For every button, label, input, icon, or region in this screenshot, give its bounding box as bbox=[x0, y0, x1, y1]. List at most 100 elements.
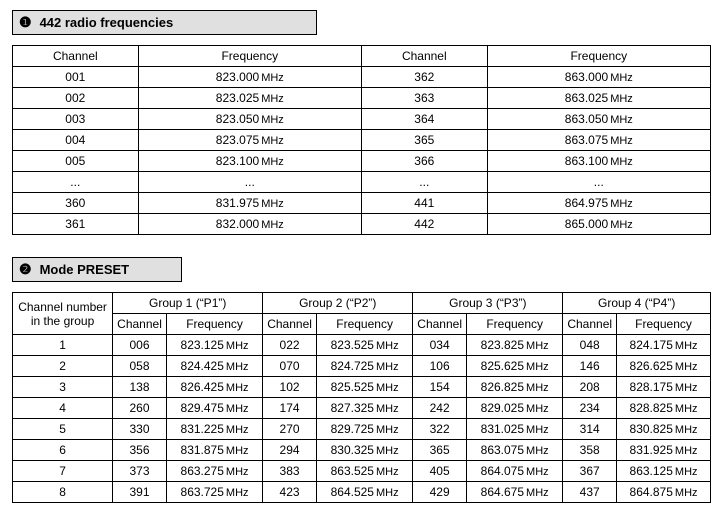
cell-frequency: 828.175MHz bbox=[617, 377, 711, 398]
cell-channel: 022 bbox=[263, 335, 317, 356]
cell-channel: 208 bbox=[563, 377, 617, 398]
table-row: 7373863.275MHz383863.525MHz405864.075MHz… bbox=[13, 461, 711, 482]
sub-channel-4: Channel bbox=[563, 314, 617, 335]
cell-channel: 405 bbox=[413, 461, 467, 482]
group4-header: Group 4 (“P4”) bbox=[563, 293, 711, 314]
cell-row-number: 7 bbox=[13, 461, 113, 482]
cell-frequency: 865.000MHz bbox=[487, 214, 710, 235]
section2-title: Mode PRESET bbox=[40, 262, 130, 277]
group2-header: Group 2 (“P2”) bbox=[263, 293, 413, 314]
cell-channel: 361 bbox=[13, 214, 139, 235]
cell-frequency: 832.000MHz bbox=[138, 214, 361, 235]
cell-frequency: 824.725MHz bbox=[316, 356, 412, 377]
cell-frequency: 864.075MHz bbox=[466, 461, 562, 482]
cell-frequency: 863.100MHz bbox=[487, 151, 710, 172]
cell-row-number: 2 bbox=[13, 356, 113, 377]
cell-frequency: 831.875MHz bbox=[166, 440, 262, 461]
sub-frequency-3: Frequency bbox=[466, 314, 562, 335]
cell-frequency: 823.050MHz bbox=[138, 109, 361, 130]
table-row: 3138826.425MHz102825.525MHz154826.825MHz… bbox=[13, 377, 711, 398]
cell-channel: 003 bbox=[13, 109, 139, 130]
cell-frequency: ... bbox=[487, 172, 710, 193]
cell-channel: 004 bbox=[13, 130, 139, 151]
col-channel-number: Channel number in the group bbox=[13, 293, 113, 335]
cell-frequency: 829.025MHz bbox=[466, 398, 562, 419]
cell-channel: ... bbox=[361, 172, 487, 193]
cell-frequency: 828.825MHz bbox=[617, 398, 711, 419]
cell-channel: 058 bbox=[113, 356, 167, 377]
cell-row-number: 6 bbox=[13, 440, 113, 461]
sub-channel-1: Channel bbox=[113, 314, 167, 335]
table-row: Channel number in the group Group 1 (“P1… bbox=[13, 293, 711, 314]
table-row: 360831.975MHz441864.975MHz bbox=[13, 193, 711, 214]
cell-channel: 365 bbox=[361, 130, 487, 151]
cell-channel: 367 bbox=[563, 461, 617, 482]
table-row: 2058824.425MHz070824.725MHz106825.625MHz… bbox=[13, 356, 711, 377]
group1-header: Group 1 (“P1”) bbox=[113, 293, 263, 314]
mode-preset-table: Channel number in the group Group 1 (“P1… bbox=[12, 292, 711, 503]
cell-channel: 270 bbox=[263, 419, 317, 440]
cell-frequency: 864.675MHz bbox=[466, 482, 562, 503]
table-row: 361832.000MHz442865.000MHz bbox=[13, 214, 711, 235]
cell-channel: 006 bbox=[113, 335, 167, 356]
cell-frequency: 831.025MHz bbox=[466, 419, 562, 440]
sub-channel-2: Channel bbox=[263, 314, 317, 335]
cell-frequency: 827.325MHz bbox=[316, 398, 412, 419]
table-row: 002823.025MHz363863.025MHz bbox=[13, 88, 711, 109]
cell-channel: 423 bbox=[263, 482, 317, 503]
cell-frequency: 863.525MHz bbox=[316, 461, 412, 482]
cell-frequency: 823.075MHz bbox=[138, 130, 361, 151]
cell-channel: 441 bbox=[361, 193, 487, 214]
cell-frequency: 864.875MHz bbox=[617, 482, 711, 503]
section1-header: ❶ 442 radio frequencies bbox=[12, 10, 317, 35]
cell-frequency: 829.725MHz bbox=[316, 419, 412, 440]
cell-channel: 362 bbox=[361, 67, 487, 88]
cell-frequency: 823.825MHz bbox=[466, 335, 562, 356]
section1-title: 442 radio frequencies bbox=[40, 15, 174, 30]
cell-channel: 294 bbox=[263, 440, 317, 461]
table-row: 1006823.125MHz022823.525MHz034823.825MHz… bbox=[13, 335, 711, 356]
col-frequency-a: Frequency bbox=[138, 46, 361, 67]
cell-frequency: 863.125MHz bbox=[617, 461, 711, 482]
cell-channel: ... bbox=[13, 172, 139, 193]
cell-channel: 330 bbox=[113, 419, 167, 440]
cell-frequency: 830.825MHz bbox=[617, 419, 711, 440]
col-channel-a: Channel bbox=[13, 46, 139, 67]
cell-channel: 358 bbox=[563, 440, 617, 461]
cell-channel: 373 bbox=[113, 461, 167, 482]
cell-frequency: 831.975MHz bbox=[138, 193, 361, 214]
table-row: 001823.000MHz362863.000MHz bbox=[13, 67, 711, 88]
table-row: 6356831.875MHz294830.325MHz365863.075MHz… bbox=[13, 440, 711, 461]
table-row: Channel Frequency Channel Frequency Chan… bbox=[13, 314, 711, 335]
cell-channel: 365 bbox=[413, 440, 467, 461]
cell-channel: 174 bbox=[263, 398, 317, 419]
cell-frequency: 825.525MHz bbox=[316, 377, 412, 398]
cell-frequency: 826.625MHz bbox=[617, 356, 711, 377]
cell-channel: 242 bbox=[413, 398, 467, 419]
table-row: ............ bbox=[13, 172, 711, 193]
cell-frequency: ... bbox=[138, 172, 361, 193]
section1-marker: ❶ bbox=[19, 14, 32, 31]
cell-frequency: 824.175MHz bbox=[617, 335, 711, 356]
cell-channel: 366 bbox=[361, 151, 487, 172]
cell-channel: 360 bbox=[13, 193, 139, 214]
cell-frequency: 823.525MHz bbox=[316, 335, 412, 356]
cell-frequency: 825.625MHz bbox=[466, 356, 562, 377]
cell-frequency: 863.025MHz bbox=[487, 88, 710, 109]
cell-row-number: 3 bbox=[13, 377, 113, 398]
cell-channel: 106 bbox=[413, 356, 467, 377]
cell-frequency: 826.425MHz bbox=[166, 377, 262, 398]
col-channel-b: Channel bbox=[361, 46, 487, 67]
cell-channel: 363 bbox=[361, 88, 487, 109]
col-frequency-b: Frequency bbox=[487, 46, 710, 67]
section2-marker: ❷ bbox=[19, 261, 32, 278]
cell-channel: 002 bbox=[13, 88, 139, 109]
sub-channel-3: Channel bbox=[413, 314, 467, 335]
cell-frequency: 830.325MHz bbox=[316, 440, 412, 461]
cell-channel: 322 bbox=[413, 419, 467, 440]
cell-channel: 234 bbox=[563, 398, 617, 419]
table-row: 005823.100MHz366863.100MHz bbox=[13, 151, 711, 172]
table-row: 8391863.725MHz423864.525MHz429864.675MHz… bbox=[13, 482, 711, 503]
cell-channel: 034 bbox=[413, 335, 467, 356]
cell-channel: 154 bbox=[413, 377, 467, 398]
